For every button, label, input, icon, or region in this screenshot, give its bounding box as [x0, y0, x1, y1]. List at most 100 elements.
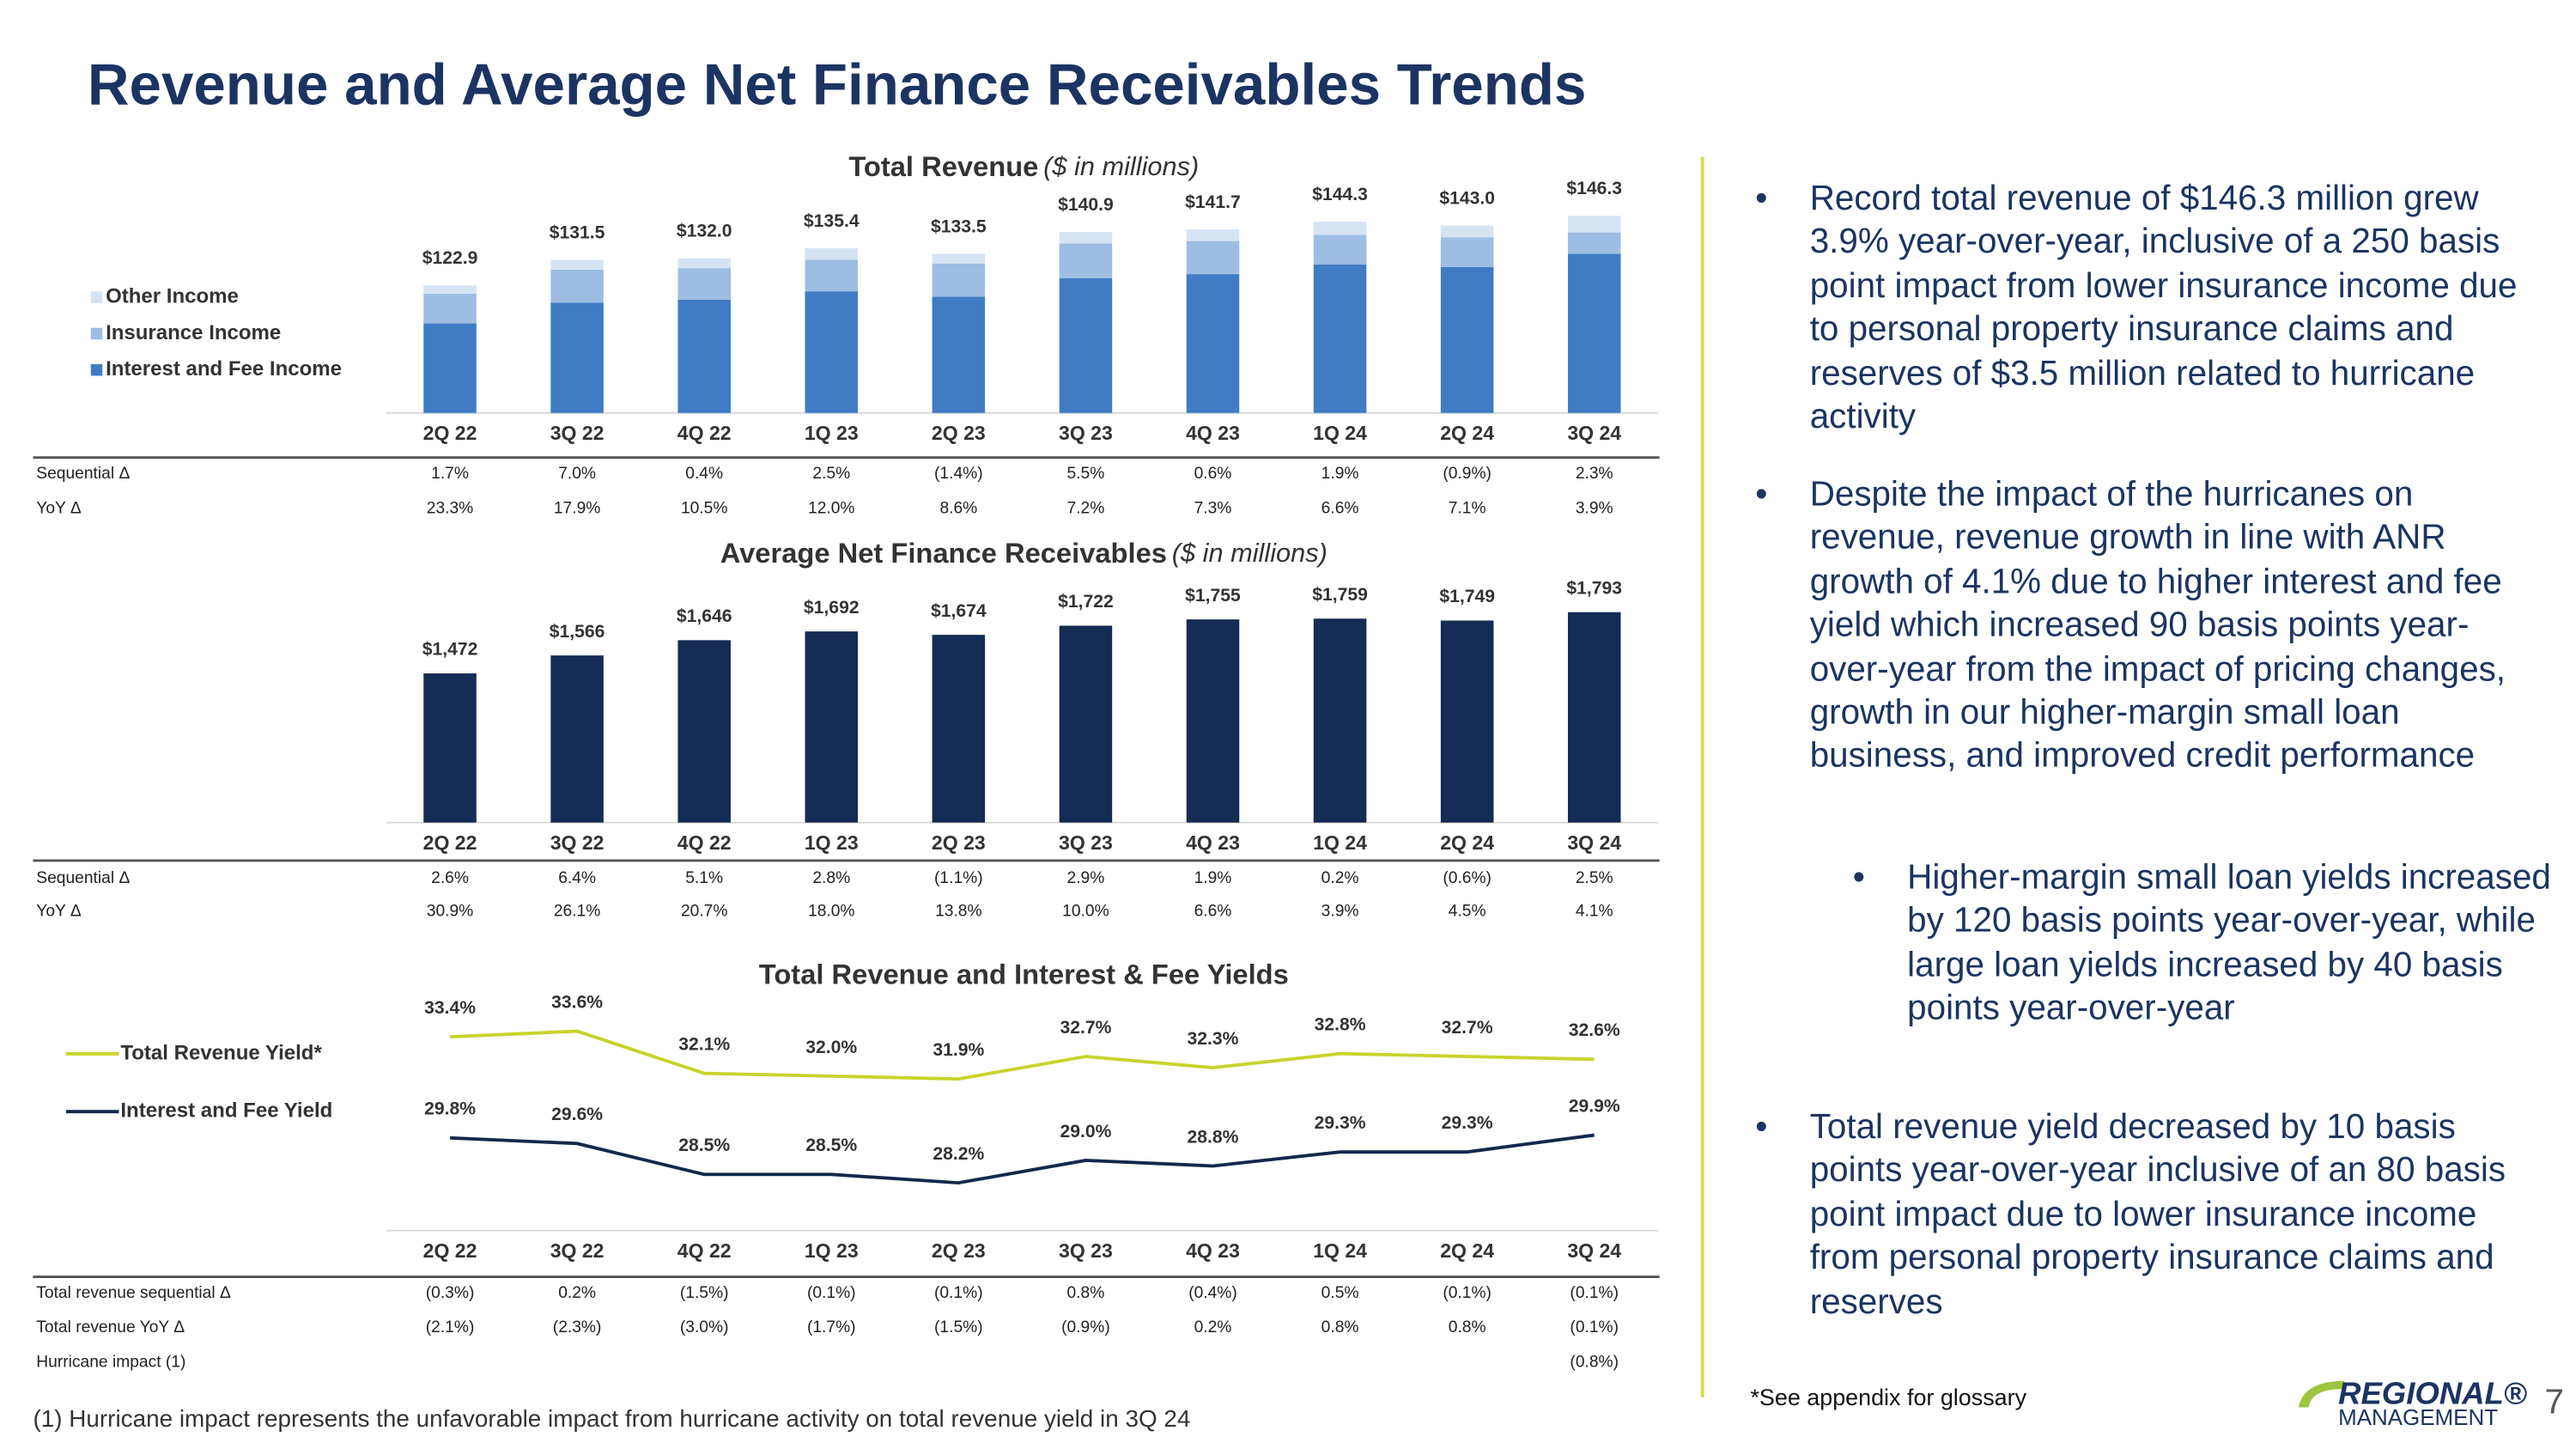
value-label: 28.8% [1188, 1127, 1239, 1147]
bullet: Total revenue yield decreased by 10 basi… [1755, 1106, 2545, 1324]
chart-title: Total Revenue ($ in millions) [848, 150, 1199, 182]
bullet: Despite the impact of the hurricanes on … [1755, 474, 2545, 779]
bullet: Record total revenue of $146.3 million g… [1755, 179, 2545, 441]
bar-segment [677, 268, 731, 300]
bar [423, 673, 477, 823]
logo-line2: MANAGEMENT [2338, 1404, 2498, 1430]
table-cell: 0.8% [1449, 1318, 1486, 1336]
value-label: 33.6% [551, 992, 603, 1012]
value-label: 32.8% [1315, 1015, 1366, 1035]
x-tick-label: 3Q 24 [1567, 831, 1621, 854]
value-label: 32.3% [1188, 1029, 1239, 1049]
bar [1440, 620, 1494, 823]
bar-segment [550, 259, 604, 270]
x-tick-label: 2Q 22 [423, 831, 477, 854]
table-cell: 7.3% [1194, 499, 1232, 517]
table-cell: 26.1% [554, 903, 601, 921]
value-label: 29.8% [424, 1099, 476, 1119]
table-cell: 4.5% [1449, 903, 1486, 921]
value-label: $1,692 [804, 598, 860, 618]
table-cell: 2.8% [812, 869, 850, 887]
value-label: 29.0% [1060, 1122, 1111, 1142]
value-label: $1,755 [1185, 586, 1241, 606]
x-tick-label: 4Q 22 [677, 1239, 732, 1262]
bar-segment [1313, 234, 1367, 265]
table-cell: (0.1%) [934, 1284, 983, 1302]
value-label: 28.5% [805, 1135, 857, 1155]
value-label: $1,566 [550, 622, 605, 642]
chart-title-main: Average Net Finance Receivables [720, 537, 1167, 569]
table-cell: (2.1%) [426, 1318, 475, 1336]
total-label: $140.9 [1058, 195, 1114, 215]
legend-swatch [90, 291, 103, 303]
legend-label: Interest and Fee Income [106, 357, 342, 381]
table-cell: 2.5% [1576, 869, 1613, 887]
bar-segment [1186, 229, 1240, 241]
x-tick-label: 3Q 23 [1059, 831, 1113, 854]
x-tick-label: 3Q 22 [550, 1239, 605, 1262]
x-tick-label: 2Q 23 [932, 422, 986, 444]
row-label: YoY Δ [36, 903, 82, 921]
value-label: 29.6% [551, 1105, 603, 1124]
table-cell: 1.9% [1321, 465, 1359, 483]
x-tick-label: 1Q 23 [805, 831, 859, 854]
bar-segment [932, 264, 986, 297]
slide-title: Revenue and Average Net Finance Receivab… [88, 53, 1586, 118]
bar-segment [1567, 216, 1621, 233]
table-cell: (0.1%) [1570, 1284, 1619, 1302]
bar-segment [1186, 274, 1240, 413]
legend-swatch [90, 327, 103, 340]
table-cell: 0.8% [1067, 1284, 1105, 1302]
bar-segment [805, 259, 859, 292]
total-label: $141.7 [1185, 192, 1241, 212]
value-label: 32.0% [805, 1038, 857, 1057]
line-series [449, 1029, 1595, 1081]
bar-segment [550, 269, 604, 303]
table-cell: 10.0% [1062, 903, 1109, 921]
x-tick-label: 3Q 22 [550, 831, 605, 854]
x-tick-label: 4Q 22 [677, 422, 732, 444]
x-tick-label: 2Q 24 [1440, 831, 1494, 854]
table-cell: (0.1%) [1570, 1318, 1619, 1336]
x-tick-label: 2Q 24 [1440, 422, 1494, 444]
table-cell: 0.8% [1321, 1318, 1359, 1336]
bar-segment [1059, 277, 1113, 413]
legend-label: Insurance Income [106, 321, 281, 344]
bar [932, 635, 986, 823]
total-label: $135.4 [804, 211, 860, 231]
table-cell: 6.6% [1321, 499, 1359, 517]
x-tick-label: 3Q 24 [1567, 1239, 1621, 1262]
table-cell: 2.3% [1576, 465, 1613, 483]
x-tick-label: 1Q 24 [1313, 422, 1367, 444]
x-tick-label: 2Q 23 [932, 1239, 986, 1262]
table-cell: (1.5%) [934, 1318, 983, 1336]
line-series [449, 1133, 1595, 1185]
table-cell: (0.6%) [1443, 869, 1492, 887]
table-cell: 18.0% [808, 903, 854, 921]
chart-subtitle: ($ in millions) [1172, 538, 1327, 568]
value-label: $1,793 [1566, 578, 1622, 598]
x-tick-label: 3Q 22 [550, 422, 605, 444]
row-label: YoY Δ [36, 499, 82, 517]
value-label: 31.9% [933, 1040, 984, 1060]
table-cell: 0.2% [558, 1284, 596, 1302]
row-label: Total revenue YoY Δ [36, 1318, 185, 1336]
bar-segment [1059, 243, 1113, 278]
total-label: $132.0 [677, 222, 732, 241]
table-cell: (2.3%) [553, 1318, 602, 1336]
legend-label: Other Income [106, 284, 239, 307]
footnote: (1) Hurricane impact represents the unfa… [33, 1405, 1190, 1432]
table-cell: 20.7% [681, 903, 728, 921]
table-cell: 0.6% [1194, 465, 1232, 483]
logo-swoosh [2298, 1380, 2345, 1408]
value-label: 29.3% [1315, 1113, 1366, 1133]
page-number: 7 [2544, 1381, 2563, 1421]
bar [805, 631, 859, 823]
x-tick-label: 3Q 23 [1059, 422, 1113, 444]
table-cell: 8.6% [939, 499, 977, 517]
table-cell: 10.5% [681, 499, 728, 517]
x-tick-label: 4Q 23 [1186, 831, 1240, 854]
x-tick-label: 1Q 23 [805, 1239, 859, 1262]
